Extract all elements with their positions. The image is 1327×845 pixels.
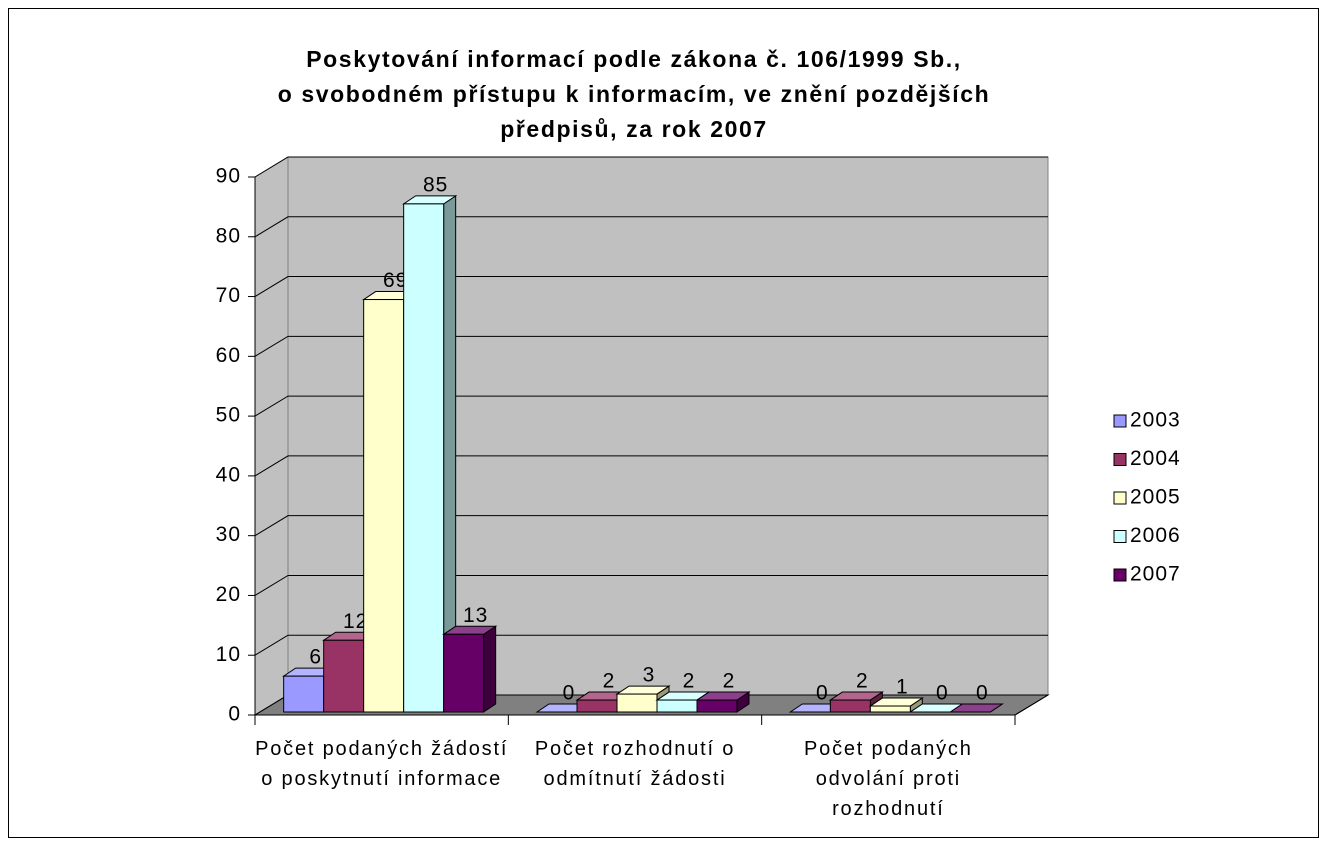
grid-line xyxy=(254,156,1048,178)
legend-swatch xyxy=(1113,530,1127,543)
legend-label: 2007 xyxy=(1130,563,1181,586)
grid-line xyxy=(254,455,1048,477)
grid-line xyxy=(254,574,1048,596)
legend-label: 2003 xyxy=(1130,409,1181,432)
data-label: 2 xyxy=(603,670,616,693)
legend-swatch xyxy=(1113,414,1127,428)
x-tick-label: Počet rozhodnutí o odmítnutí žádosti xyxy=(534,738,736,790)
data-label: 0 xyxy=(816,682,829,705)
x-tick-label: Počet podaných odvolání proti rozhodnutí xyxy=(804,738,973,820)
legend-swatch xyxy=(1113,453,1127,466)
bar xyxy=(656,699,698,713)
bar-side xyxy=(483,625,497,713)
data-label: 1 xyxy=(896,676,909,699)
legend-label: 2004 xyxy=(1130,447,1181,470)
data-label: 2 xyxy=(856,670,869,693)
data-label: 12 xyxy=(343,610,368,633)
y-tick-label: 70 xyxy=(216,284,241,307)
chart-title: Poskytování informací podle zákona č. 10… xyxy=(306,46,962,72)
y-tick-label: 10 xyxy=(216,643,241,666)
data-label: 13 xyxy=(463,604,488,627)
data-label: 2 xyxy=(683,670,696,693)
grid-line xyxy=(254,276,1048,297)
bar xyxy=(363,299,405,713)
legend-swatch xyxy=(1113,568,1127,582)
x-tick-label: Počet podaných žádostí o poskytnutí info… xyxy=(255,738,509,790)
data-label: 6 xyxy=(309,646,322,669)
side-wall xyxy=(254,156,289,716)
data-label: 69 xyxy=(383,269,408,292)
bar xyxy=(829,699,871,713)
legend-label: 2005 xyxy=(1130,486,1181,509)
floor-edge xyxy=(1014,694,1049,716)
bar xyxy=(403,203,445,713)
bar xyxy=(616,693,658,713)
y-tick-label: 60 xyxy=(216,344,241,367)
bar-top xyxy=(948,703,1004,713)
grid-line xyxy=(254,216,1048,238)
data-label: 0 xyxy=(976,682,989,705)
bar xyxy=(696,699,738,713)
data-label: 85 xyxy=(423,173,448,196)
bar xyxy=(283,675,325,713)
chart-title: předpisů, za rok 2007 xyxy=(500,116,768,142)
legend-swatch xyxy=(1113,491,1127,505)
data-label: 0 xyxy=(563,682,576,705)
bar xyxy=(576,699,618,713)
data-label: 0 xyxy=(936,682,949,705)
y-tick-label: 20 xyxy=(216,583,241,606)
data-label: 3 xyxy=(643,664,656,687)
y-tick-label: 50 xyxy=(216,404,241,427)
bar xyxy=(869,705,911,713)
chart-title: o svobodném přístupu k informacím, ve zn… xyxy=(277,81,991,107)
y-tick-label: 0 xyxy=(228,703,241,726)
data-label: 2 xyxy=(723,670,736,693)
grid-line xyxy=(254,335,1048,357)
grid-line xyxy=(254,515,1048,537)
grid-line xyxy=(254,395,1048,417)
grid-line xyxy=(254,634,1048,656)
bar xyxy=(443,633,485,713)
y-tick-label: 80 xyxy=(216,224,241,247)
bar xyxy=(323,639,365,713)
legend-label: 2006 xyxy=(1130,524,1181,547)
y-tick-label: 40 xyxy=(216,463,241,486)
y-tick-label: 30 xyxy=(216,523,241,546)
y-tick-label: 90 xyxy=(216,165,241,188)
